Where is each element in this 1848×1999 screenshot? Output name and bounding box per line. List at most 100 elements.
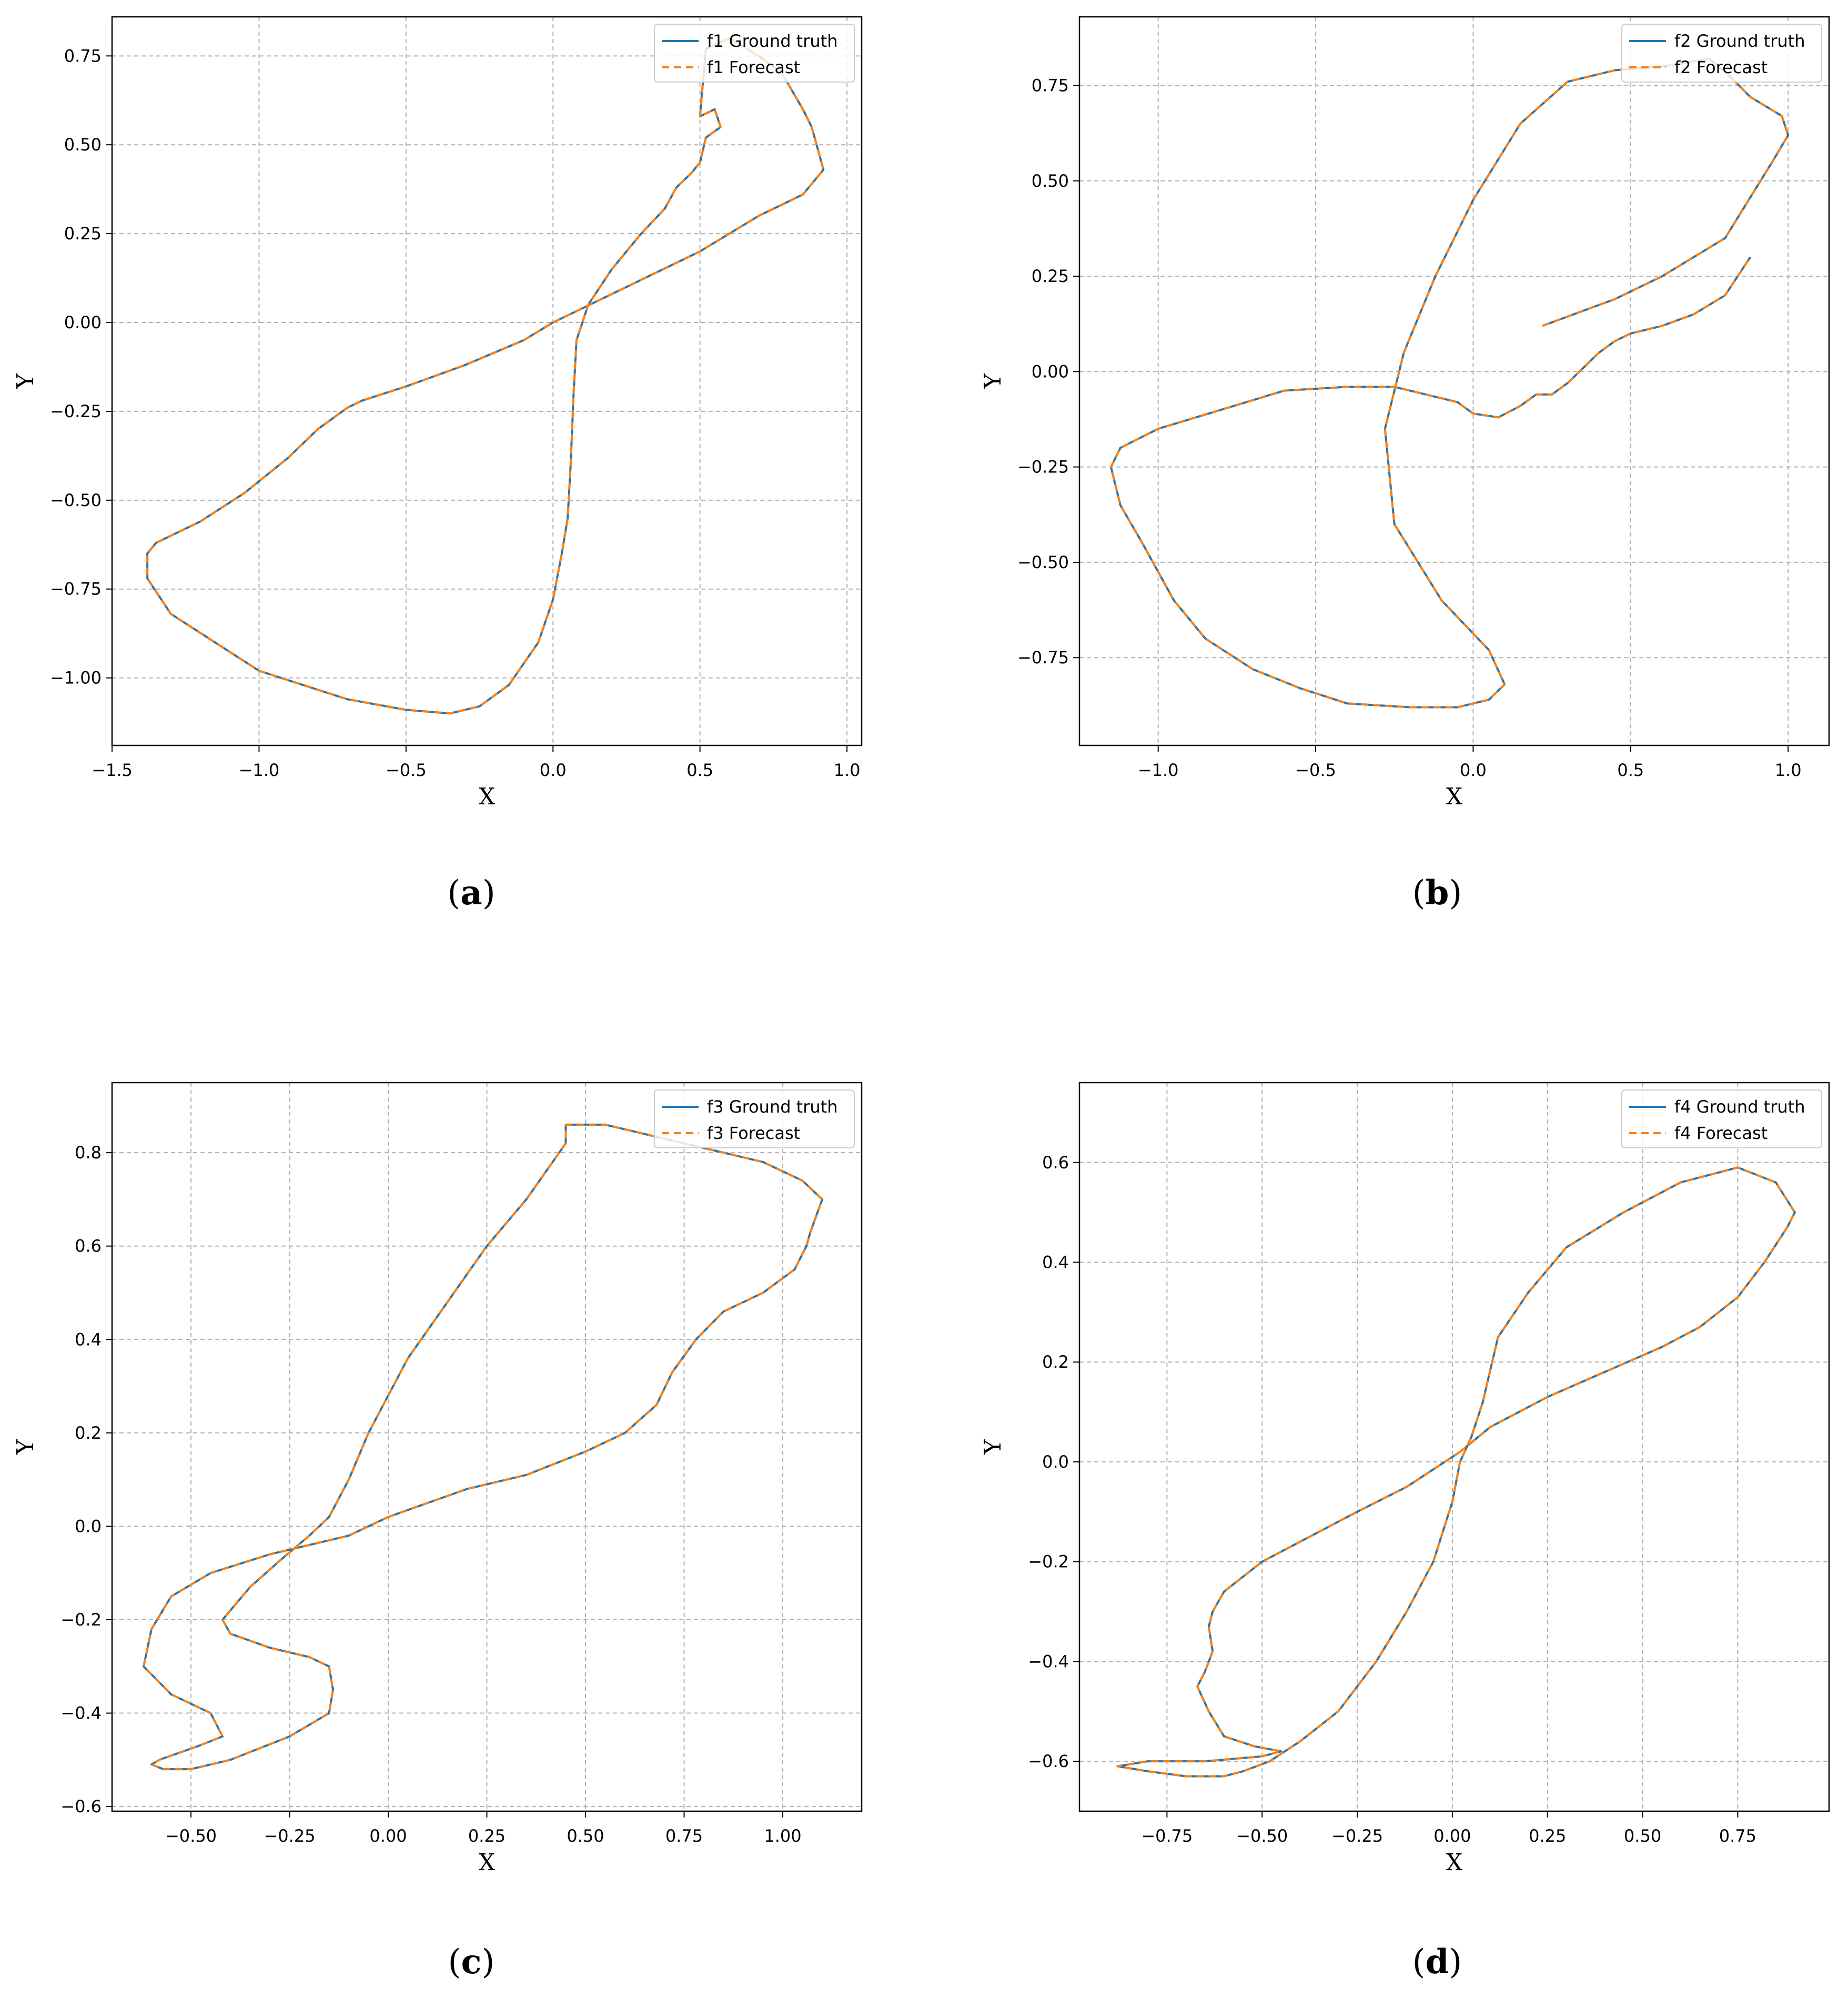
legend-forecast-label: f1 Forecast	[707, 57, 800, 77]
y-tick-label: −0.75	[50, 579, 102, 599]
x-tick-label: 1.0	[834, 760, 861, 780]
x-tick-label: 0.5	[686, 760, 713, 780]
x-tick-label: 0.75	[665, 1826, 703, 1846]
x-tick-label: 0.0	[1460, 760, 1487, 780]
y-tick-label: 0.75	[1032, 76, 1069, 96]
x-tick-label: −1.5	[92, 760, 133, 780]
x-tick-label: 0.00	[1433, 1826, 1471, 1846]
x-tick-label: −0.50	[1236, 1826, 1288, 1846]
x-tick-label: −0.25	[264, 1826, 315, 1846]
chart-1: −1.5 −1.0 −0.5 0.0 0.5 1.0 −1.00 −0.75 −0.50 −0.2…	[12, 16, 863, 810]
y-tick-label: 0.00	[64, 312, 102, 332]
x-axis-label: X	[479, 1849, 496, 1876]
caption-b-letter: b	[1425, 873, 1449, 913]
plot-frame	[111, 16, 863, 746]
legend-ground-truth-label: f1 Ground truth	[707, 31, 837, 51]
x-tick-label: 0.0	[540, 760, 567, 780]
y-tick-label: −1.00	[50, 668, 102, 688]
plot-frame	[1078, 16, 1830, 746]
x-tick-label: 0.5	[1617, 760, 1644, 780]
legend-box	[1621, 24, 1822, 83]
series-forecast-line	[1116, 1166, 1796, 1778]
plot-frame	[111, 1082, 863, 1812]
x-tick-label: 0.50	[567, 1826, 604, 1846]
legend: f4 Ground truth f4 Forecast	[1621, 1089, 1822, 1148]
x-tick-label: 0.25	[1529, 1826, 1566, 1846]
legend-forecast-label: f3 Forecast	[707, 1123, 800, 1143]
x-tick-label: −0.50	[165, 1826, 217, 1846]
y-tick-label: −0.6	[60, 1796, 102, 1816]
x-tick-label: −1.0	[1138, 760, 1179, 780]
legend-forecast-label: f4 Forecast	[1674, 1123, 1768, 1143]
caption-c-open: (	[448, 1943, 461, 1982]
chart-3: −0.50 −0.25 0.00 0.25 0.50 0.75 1.00 −0.6 −0.4 −0…	[12, 1082, 863, 1876]
y-tick-label: −0.4	[1028, 1651, 1069, 1671]
y-tick-label: 0.2	[75, 1423, 102, 1443]
x-tick-label: −0.5	[1295, 760, 1336, 780]
plot-background	[112, 17, 862, 745]
y-tick-label: −0.6	[1028, 1751, 1069, 1771]
x-axis-label: X	[479, 783, 496, 810]
y-tick-label: 0.00	[1032, 361, 1069, 381]
y-tick-label: 0.50	[64, 135, 102, 155]
caption-d-close: )	[1449, 1943, 1462, 1982]
y-tick-label: −0.50	[50, 490, 102, 510]
caption-c-close: )	[481, 1943, 495, 1982]
x-axis-label: X	[1446, 783, 1463, 810]
series-forecast-line	[146, 37, 825, 715]
y-tick-label: −0.2	[60, 1610, 102, 1630]
plot-background	[1079, 17, 1829, 745]
caption-b: (b)	[1385, 873, 1490, 913]
caption-b-open: (	[1412, 874, 1426, 913]
series-forecast-line	[143, 1123, 823, 1771]
legend: f1 Ground truth f1 Forecast	[654, 24, 855, 83]
x-tick-label: 1.00	[764, 1826, 801, 1846]
caption-d-open: (	[1412, 1943, 1426, 1982]
caption-a-close: )	[482, 874, 496, 913]
legend-ground-truth-label: f3 Ground truth	[707, 1097, 837, 1117]
legend: f3 Ground truth f3 Forecast	[654, 1089, 855, 1148]
y-tick-label: 0.75	[64, 46, 102, 66]
caption-c-letter: c	[461, 1942, 482, 1982]
y-tick-label: −0.50	[1017, 552, 1069, 572]
caption-a-open: (	[447, 874, 461, 913]
y-tick-label: 0.4	[75, 1329, 102, 1349]
chart-2: −1.0 −0.5 0.0 0.5 1.0 −0.75 −0.50 −0.25 0.00 0.25…	[979, 16, 1830, 810]
x-tick-label: −0.5	[386, 760, 427, 780]
x-axis-label: X	[1446, 1849, 1463, 1876]
x-tick-label: 1.0	[1775, 760, 1802, 780]
legend-box	[1621, 1089, 1822, 1148]
legend-ground-truth-label: f2 Ground truth	[1674, 31, 1805, 51]
legend-box	[654, 1089, 855, 1148]
y-tick-label: 0.0	[75, 1516, 102, 1536]
y-axis-label: Y	[979, 1439, 1006, 1455]
caption-d: (d)	[1385, 1942, 1490, 1982]
y-tick-label: 0.25	[64, 224, 102, 244]
plot-frame	[1078, 1082, 1830, 1812]
y-tick-label: 0.6	[1042, 1153, 1069, 1173]
plot-background	[1079, 1083, 1829, 1811]
x-tick-label: −0.75	[1141, 1826, 1193, 1846]
y-tick-label: −0.4	[60, 1703, 102, 1723]
x-tick-label: −0.25	[1331, 1826, 1383, 1846]
y-tick-label: 0.6	[75, 1236, 102, 1256]
legend-box	[654, 24, 855, 83]
x-tick-label: 0.75	[1719, 1826, 1756, 1846]
caption-c: (c)	[419, 1942, 524, 1982]
y-axis-label: Y	[979, 373, 1006, 389]
y-tick-label: −0.2	[1028, 1552, 1069, 1572]
legend: f2 Ground truth f2 Forecast	[1621, 24, 1822, 83]
y-tick-label: −0.75	[1017, 648, 1069, 668]
legend-forecast-label: f2 Forecast	[1674, 57, 1768, 77]
y-tick-label: 0.8	[75, 1143, 102, 1163]
caption-b-close: )	[1449, 874, 1462, 913]
x-tick-label: 0.25	[468, 1826, 506, 1846]
y-axis-label: Y	[12, 1439, 39, 1455]
caption-d-letter: d	[1425, 1942, 1449, 1982]
y-tick-label: 0.4	[1042, 1253, 1069, 1273]
chart-4: −0.75 −0.50 −0.25 0.00 0.25 0.50 0.75 −0.6 −0.4 −…	[979, 1082, 1830, 1876]
y-tick-label: −0.25	[50, 401, 102, 421]
y-tick-label: −0.25	[1017, 457, 1069, 477]
x-tick-label: 0.50	[1624, 1826, 1661, 1846]
